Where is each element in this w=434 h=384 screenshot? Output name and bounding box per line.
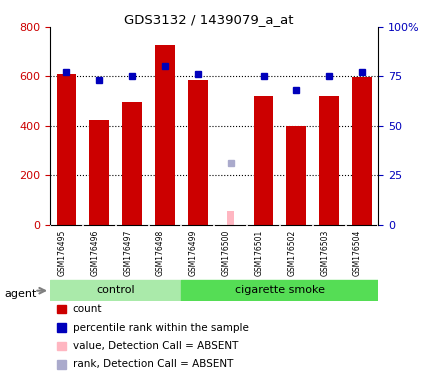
- Text: value, Detection Call = ABSENT: value, Detection Call = ABSENT: [72, 341, 237, 351]
- Text: percentile rank within the sample: percentile rank within the sample: [72, 323, 248, 333]
- Text: GSM176499: GSM176499: [188, 230, 197, 276]
- Bar: [187, 80, 207, 225]
- Bar: [181, 280, 378, 301]
- Bar: [319, 96, 338, 225]
- Bar: [352, 77, 371, 225]
- Text: GSM176503: GSM176503: [319, 230, 329, 276]
- Text: GSM176500: GSM176500: [221, 230, 230, 276]
- Text: control: control: [96, 285, 135, 295]
- Text: rank, Detection Call = ABSENT: rank, Detection Call = ABSENT: [72, 359, 233, 369]
- Bar: [89, 119, 109, 225]
- Bar: [155, 45, 174, 225]
- Text: cigarette smoke: cigarette smoke: [234, 285, 324, 295]
- Text: GSM176498: GSM176498: [156, 230, 164, 276]
- Bar: [50, 280, 181, 301]
- Text: GSM176504: GSM176504: [352, 230, 361, 276]
- Bar: [122, 101, 141, 225]
- Text: agent: agent: [4, 289, 36, 299]
- Text: GDS3132 / 1439079_a_at: GDS3132 / 1439079_a_at: [124, 13, 293, 26]
- Bar: [253, 96, 273, 225]
- Bar: [286, 126, 306, 225]
- Text: count: count: [72, 304, 102, 314]
- Text: GSM176502: GSM176502: [287, 230, 296, 276]
- Bar: [227, 211, 233, 225]
- Text: GSM176495: GSM176495: [57, 230, 66, 276]
- Text: GSM176497: GSM176497: [123, 230, 132, 276]
- Bar: [56, 74, 76, 225]
- Text: GSM176501: GSM176501: [254, 230, 263, 276]
- Text: GSM176496: GSM176496: [90, 230, 99, 276]
